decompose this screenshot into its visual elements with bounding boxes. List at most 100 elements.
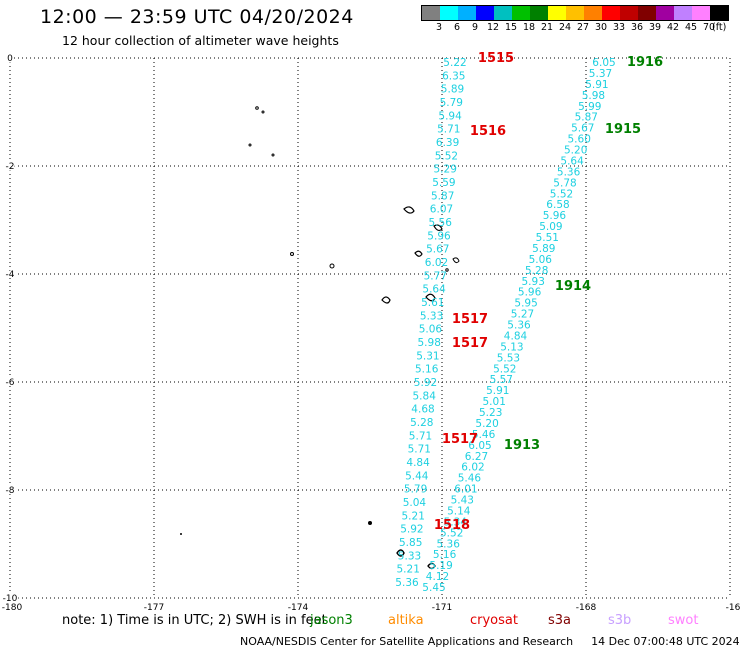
y-tick-label: -2 bbox=[6, 162, 15, 172]
y-tick-label: -10 bbox=[3, 594, 18, 604]
swh-value-label: 5.53 bbox=[497, 352, 520, 364]
island bbox=[427, 562, 436, 570]
legend-label: 45 bbox=[684, 22, 698, 33]
pass-id-label: 1517 bbox=[452, 336, 488, 351]
swh-value-label: 5.06 bbox=[419, 324, 443, 336]
swh-value-label: 5.91 bbox=[585, 79, 608, 91]
altimeter-track-west: 5.226.355.895.795.945.716.395.525.295.59… bbox=[395, 57, 466, 589]
sat-label-altika: altika bbox=[388, 613, 424, 628]
legend-label: 27 bbox=[576, 22, 590, 33]
island bbox=[261, 110, 265, 114]
color-scale-labels: 3 6 9 12 15 18 21 24 27 30 33 36 39 42 45 70 bbox=[421, 22, 727, 34]
legend-swatch bbox=[710, 6, 728, 20]
pass-id-label: 1516 bbox=[470, 124, 506, 139]
swh-value-label: 5.56 bbox=[429, 217, 453, 229]
swh-value-label: 5.64 bbox=[422, 284, 446, 296]
legend-swatch bbox=[638, 6, 656, 20]
island bbox=[403, 206, 415, 214]
legend-label: 36 bbox=[630, 22, 644, 33]
swh-value-label: 5.33 bbox=[420, 310, 443, 322]
swh-value-label: 5.95 bbox=[514, 298, 537, 310]
pass-id-label: 1517 bbox=[442, 432, 478, 447]
pass-id-labels: 1515 1516 1517 1517 1517 1518 1916 1915 1914 1913 bbox=[434, 51, 663, 533]
swh-value-label: 5.14 bbox=[447, 505, 471, 517]
swh-value-label: 5.67 bbox=[571, 123, 594, 135]
swh-value-label: 5.92 bbox=[414, 377, 437, 389]
swh-value-label: 5.37 bbox=[589, 68, 612, 80]
legend-label: 12 bbox=[486, 22, 500, 33]
swh-value-label: 6.02 bbox=[461, 462, 484, 474]
island bbox=[414, 250, 423, 257]
legend-swatch bbox=[530, 6, 548, 20]
footer-timestamp: 14 Dec 07:00:48 UTC 2024 bbox=[591, 635, 740, 648]
swh-value-label: 4.68 bbox=[411, 404, 434, 416]
legend-label: 3 bbox=[435, 22, 443, 33]
swh-value-label: 5.89 bbox=[441, 84, 464, 96]
map-grid bbox=[9, 57, 731, 599]
swh-value-label: 5.52 bbox=[440, 527, 463, 539]
swh-value-label: 5.21 bbox=[402, 510, 425, 522]
island bbox=[290, 252, 294, 256]
swh-value-label: 6.39 bbox=[436, 137, 459, 149]
legend-swatch bbox=[692, 6, 710, 20]
legend-label: 6 bbox=[453, 22, 461, 33]
swh-value-label: 5.87 bbox=[575, 112, 598, 124]
swh-value-label: 5.57 bbox=[490, 374, 513, 386]
swh-value-label: 5.87 bbox=[431, 190, 454, 202]
y-tick-label: -6 bbox=[6, 378, 15, 388]
wave-height-map: -180 -177 -174 -171 -168 -16 0 -2 -4 -6 -8 -10 5.22… bbox=[1, 51, 740, 610]
legend-label: 21 bbox=[540, 22, 554, 33]
swh-value-label: 6.58 bbox=[546, 199, 569, 211]
swh-value-label: 5.84 bbox=[413, 390, 437, 402]
swh-value-label: 5.64 bbox=[560, 155, 584, 167]
swh-value-label: 4.84 bbox=[504, 330, 528, 342]
footer: NOAA/NESDIS Center for Satellite Applica… bbox=[240, 635, 740, 648]
pass-id-label: 1915 bbox=[605, 122, 641, 137]
swh-value-label: 5.16 bbox=[415, 364, 439, 376]
swh-value-label: 5.52 bbox=[550, 188, 573, 200]
swh-value-label: 5.52 bbox=[493, 363, 516, 375]
x-tick-label: -16 bbox=[726, 603, 740, 610]
swh-value-label: 5.22 bbox=[443, 57, 466, 69]
swh-value-label: 5.36 bbox=[507, 320, 531, 332]
sat-label-jason3: jason3 bbox=[310, 613, 353, 628]
swh-value-label: 5.20 bbox=[475, 418, 498, 430]
island bbox=[368, 521, 372, 525]
swh-value-label: 5.13 bbox=[500, 341, 523, 353]
x-tick-label: -171 bbox=[432, 603, 452, 610]
swh-value-label: 5.46 bbox=[458, 473, 482, 485]
swh-value-label: 5.46 bbox=[472, 429, 496, 441]
island bbox=[396, 549, 405, 557]
island bbox=[445, 268, 449, 272]
legend-swatch bbox=[512, 6, 530, 20]
x-tick-label: -174 bbox=[288, 603, 309, 610]
swh-value-label: 5.36 bbox=[395, 577, 419, 589]
swh-value-label: 5.28 bbox=[525, 265, 548, 277]
legend-swatch bbox=[422, 6, 440, 20]
swh-value-label: 5.59 bbox=[432, 177, 455, 189]
island bbox=[180, 533, 182, 535]
swh-value-label: 5.20 bbox=[564, 145, 587, 157]
legend-swatch bbox=[548, 6, 566, 20]
sat-label-cryosat: cryosat bbox=[470, 613, 518, 628]
swh-value-label: 5.27 bbox=[511, 309, 534, 321]
swh-value-label: 6.02 bbox=[425, 257, 448, 269]
map-title: 12:00 — 23:59 UTC 04/20/2024 bbox=[40, 6, 354, 28]
swh-value-label: 5.36 bbox=[437, 538, 461, 550]
swh-value-label: 5.71 bbox=[437, 124, 460, 136]
map-subtitle: 12 hour collection of altimeter wave hei… bbox=[62, 33, 339, 48]
swh-value-label: 5.77 bbox=[424, 270, 447, 282]
island bbox=[329, 263, 335, 269]
swh-value-label: 6.07 bbox=[430, 204, 453, 216]
legend-swatch bbox=[656, 6, 674, 20]
swh-value-label: 6.27 bbox=[465, 451, 488, 463]
island bbox=[452, 257, 460, 264]
swh-value-label: 5.31 bbox=[416, 350, 439, 362]
swh-value-label: 5.04 bbox=[403, 497, 427, 509]
swh-value-label: 5.98 bbox=[418, 337, 441, 349]
swh-value-label: 5.98 bbox=[582, 90, 605, 102]
swh-value-label: 5.33 bbox=[398, 550, 421, 562]
legend-swatch bbox=[566, 6, 584, 20]
pass-id-label: 1914 bbox=[555, 279, 591, 294]
legend-swatch bbox=[602, 6, 620, 20]
